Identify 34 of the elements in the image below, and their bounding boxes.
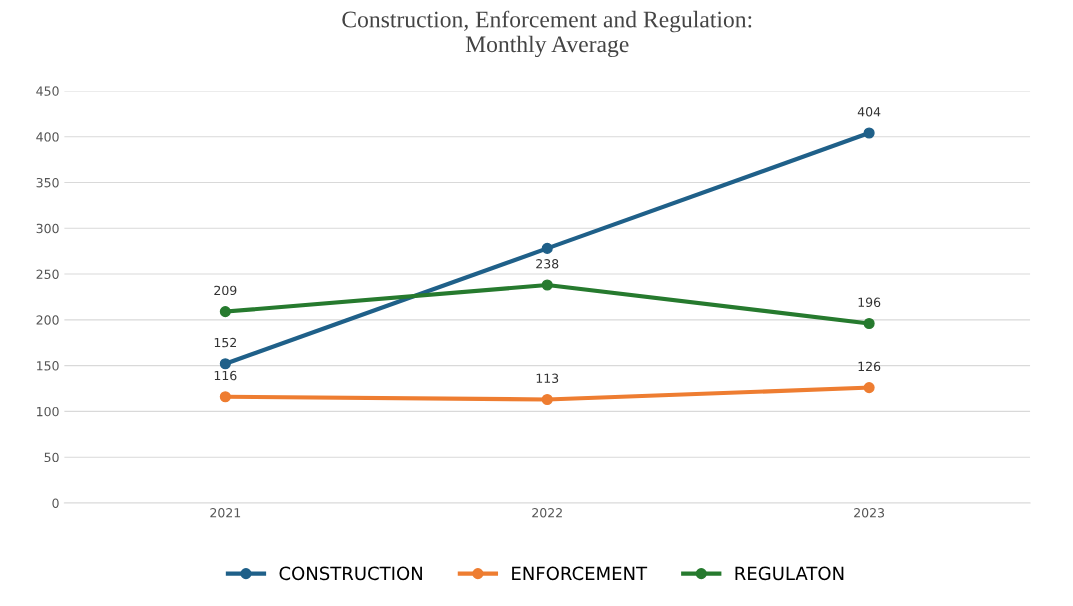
legend-label: REGULATON (735, 566, 844, 581)
data-label: 196 (858, 297, 881, 308)
chart-title: Construction, Enforcement and Regulation: Monthly Average (342, 10, 752, 58)
data-label: 238 (536, 259, 559, 269)
y-tick-label: 0 (52, 498, 59, 508)
y-tick-label: 200 (36, 315, 59, 325)
data-label: 404 (857, 107, 881, 117)
data-label: 116 (214, 370, 237, 381)
y-tick-label: 350 (36, 177, 59, 188)
legend-label: CONSTRUCTION (279, 566, 422, 581)
data-label: 152 (214, 337, 237, 348)
x-tick-label: 2021 (210, 508, 241, 518)
y-tick-label: 150 (37, 361, 59, 371)
legend-label: ENFORCEMENT (512, 566, 648, 581)
point (863, 317, 875, 330)
point (541, 279, 553, 291)
point (219, 358, 231, 370)
x-tick-label: 2023 (854, 508, 885, 518)
y-tick-label: 300 (36, 223, 59, 234)
data-label: 113 (536, 373, 559, 384)
y-tick-label: 250 (36, 269, 59, 279)
data-label: 126 (858, 361, 881, 372)
point (219, 306, 231, 318)
point (541, 242, 553, 254)
y-tick-label: 50 (44, 452, 59, 463)
x-tick-label: 2022 (532, 508, 562, 518)
y-tick-label: 450 (36, 86, 59, 96)
point (863, 382, 875, 394)
data-label: 209 (214, 285, 237, 296)
y-tick-label: 100 (37, 406, 59, 417)
point (863, 127, 875, 139)
point (541, 393, 553, 406)
point (219, 391, 231, 403)
y-tick-label: 400 (36, 132, 59, 142)
